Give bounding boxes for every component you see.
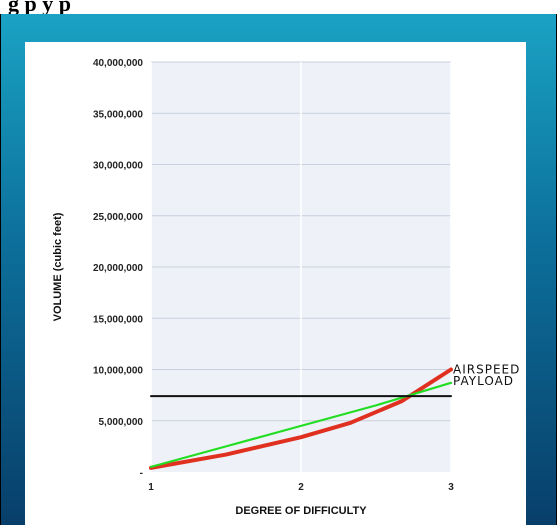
- series-label-airspeed: AIRSPEED: [453, 363, 520, 377]
- x-tick-label: 3: [448, 482, 454, 493]
- y-tick-label: 20,000,000: [93, 263, 143, 274]
- series-lines: [149, 367, 453, 470]
- line-chart: - 5,000,000 10,000,000 15,000,000 20,000,000…: [52, 58, 520, 517]
- y-tick-label: -: [140, 468, 143, 479]
- series-label-payload: PAYLOAD: [453, 374, 514, 388]
- y-tick-label: 30,000,000: [93, 161, 143, 172]
- y-tick-label: 25,000,000: [93, 212, 143, 223]
- y-tick-label: 15,000,000: [93, 314, 143, 325]
- gridlines: [150, 61, 452, 472]
- x-tick-label: 2: [298, 482, 304, 493]
- y-axis-ticks: - 5,000,000 10,000,000 15,000,000 20,000,000…: [93, 58, 143, 479]
- payload-line: [149, 381, 453, 468]
- page-title: g p y p: [8, 0, 71, 14]
- y-tick-label: 35,000,000: [93, 109, 143, 120]
- y-tick-label: 40,000,000: [93, 58, 143, 69]
- chart-panel: - 5,000,000 10,000,000 15,000,000 20,000,000…: [25, 42, 526, 525]
- x-tick-label: 1: [148, 482, 154, 493]
- x-axis-label: DEGREE OF DIFFICULTY: [235, 505, 367, 517]
- x-axis-ticks: 1 2 3: [148, 482, 454, 493]
- y-tick-label: 10,000,000: [93, 366, 143, 377]
- y-axis-label: VOLUME (cubic feet): [52, 212, 64, 321]
- slide-frame: - 5,000,000 10,000,000 15,000,000 20,000,000…: [0, 14, 557, 525]
- title-strip: g p y p: [0, 0, 557, 14]
- y-tick-label: 5,000,000: [99, 417, 144, 428]
